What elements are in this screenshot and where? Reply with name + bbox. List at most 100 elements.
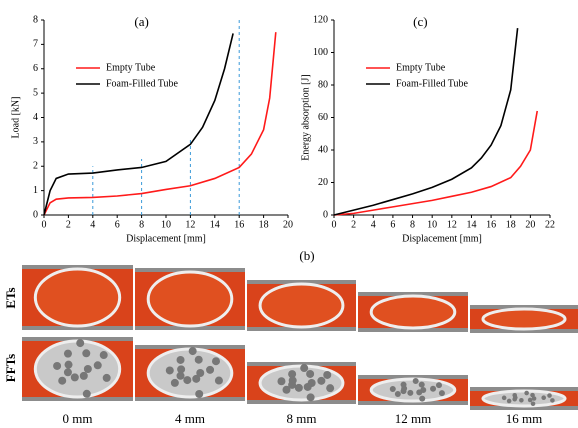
foam-cell bbox=[189, 347, 197, 355]
foam-cell bbox=[502, 396, 507, 401]
legend-label: Foam-Filled Tube bbox=[106, 78, 179, 89]
foam-cell bbox=[177, 365, 185, 373]
foam-cell bbox=[215, 377, 223, 385]
foam-cell bbox=[212, 357, 220, 365]
foam-cell bbox=[507, 399, 512, 404]
x-tick-label: 20 bbox=[525, 219, 535, 230]
foam-cell bbox=[390, 386, 396, 392]
foam-cell bbox=[82, 349, 90, 357]
foam-cell bbox=[306, 370, 314, 378]
x-tick-label: 14 bbox=[210, 219, 220, 230]
foam-cell bbox=[94, 361, 102, 369]
x-tick-label: 10 bbox=[161, 219, 171, 230]
foam-cell bbox=[430, 386, 436, 392]
x-tick-label: 12 bbox=[447, 219, 457, 230]
tube-wall bbox=[35, 269, 119, 326]
foam-cell bbox=[419, 382, 425, 388]
foam-cell bbox=[100, 351, 108, 359]
foam-cell bbox=[84, 365, 92, 373]
chart-title: (c) bbox=[413, 14, 427, 29]
foam-cell bbox=[439, 390, 445, 396]
row-label: ETs bbox=[3, 287, 18, 308]
foam-cell bbox=[547, 393, 552, 398]
x-tick-label: 0 bbox=[332, 219, 337, 230]
foam-cell bbox=[530, 393, 535, 398]
x-tick-label: 4 bbox=[90, 219, 95, 230]
foam-cell bbox=[80, 372, 88, 380]
foam-cell bbox=[177, 356, 185, 364]
foam-cell bbox=[304, 383, 312, 391]
foam-cell bbox=[64, 368, 72, 376]
foam-cell bbox=[550, 398, 555, 403]
foam-cell bbox=[413, 378, 419, 384]
foam-cell bbox=[83, 390, 91, 398]
x-tick-label: 16 bbox=[486, 219, 496, 230]
y-tick-label: 7 bbox=[33, 39, 38, 50]
legend-label: Foam-Filled Tube bbox=[396, 78, 469, 89]
foam-cell bbox=[416, 389, 422, 395]
x-tick-label: 0 bbox=[42, 219, 47, 230]
foam-cell bbox=[277, 377, 285, 385]
column-label: 0 mm bbox=[63, 411, 93, 426]
y-tick-label: 20 bbox=[318, 177, 328, 188]
y-tick-label: 40 bbox=[318, 144, 328, 155]
tube-wall bbox=[483, 309, 565, 329]
foam-cell bbox=[53, 362, 61, 370]
foam-cell bbox=[171, 379, 179, 387]
x-tick-label: 2 bbox=[66, 219, 71, 230]
foam-cell bbox=[528, 398, 533, 403]
y-tick-label: 60 bbox=[318, 112, 328, 123]
tube-wall bbox=[260, 366, 343, 400]
foam-cell bbox=[541, 395, 546, 400]
y-tick-label: 1 bbox=[33, 185, 38, 196]
foam-cell bbox=[519, 398, 524, 403]
x-tick-label: 6 bbox=[390, 219, 395, 230]
y-tick-label: 80 bbox=[318, 79, 328, 90]
series-line bbox=[334, 111, 537, 215]
foam-cell bbox=[58, 377, 66, 385]
x-axis-label: Displacement [mm] bbox=[126, 233, 206, 244]
panel-label: (b) bbox=[299, 248, 314, 263]
foam-cell bbox=[183, 376, 191, 384]
series-line bbox=[44, 33, 233, 215]
x-tick-label: 8 bbox=[410, 219, 415, 230]
foam-cell bbox=[65, 361, 73, 369]
column-label: 16 mm bbox=[506, 411, 542, 426]
foam-cell bbox=[524, 391, 529, 396]
y-axis-label: Load [kN] bbox=[10, 97, 21, 139]
foam-cell bbox=[419, 396, 425, 402]
y-tick-label: 0 bbox=[323, 209, 328, 220]
x-tick-label: 14 bbox=[466, 219, 476, 230]
foam-cell bbox=[326, 384, 334, 392]
legend-label: Empty Tube bbox=[106, 62, 156, 73]
figure: (b) 02468101214161820012345678(a)Displac… bbox=[0, 0, 578, 428]
foam-cell bbox=[300, 364, 308, 372]
x-tick-label: 12 bbox=[185, 219, 195, 230]
y-tick-label: 4 bbox=[33, 112, 38, 123]
x-tick-label: 4 bbox=[371, 219, 376, 230]
x-tick-label: 8 bbox=[139, 219, 144, 230]
tube-wall bbox=[148, 349, 232, 397]
foam-cell bbox=[407, 390, 413, 396]
y-tick-label: 120 bbox=[313, 14, 328, 25]
x-tick-label: 2 bbox=[351, 219, 356, 230]
x-axis-label: Displacement [mm] bbox=[402, 233, 482, 244]
foam-cell bbox=[76, 339, 84, 347]
x-tick-label: 10 bbox=[427, 219, 437, 230]
x-tick-label: 22 bbox=[545, 219, 555, 230]
y-tick-label: 100 bbox=[313, 47, 328, 58]
chart-title: (a) bbox=[134, 14, 148, 29]
column-label: 12 mm bbox=[395, 411, 431, 426]
row-label: FFTs bbox=[3, 354, 18, 382]
y-tick-label: 2 bbox=[33, 161, 38, 172]
foam-cell bbox=[195, 356, 203, 364]
foam-cell bbox=[103, 374, 111, 382]
tube-wall bbox=[371, 296, 455, 328]
foam-cell bbox=[307, 393, 315, 401]
foam-cell bbox=[206, 366, 214, 374]
foam-cell bbox=[513, 395, 518, 400]
tube-wall bbox=[35, 341, 119, 397]
series-line bbox=[44, 32, 276, 215]
column-label: 4 mm bbox=[175, 411, 205, 426]
foam-cell bbox=[436, 382, 442, 388]
